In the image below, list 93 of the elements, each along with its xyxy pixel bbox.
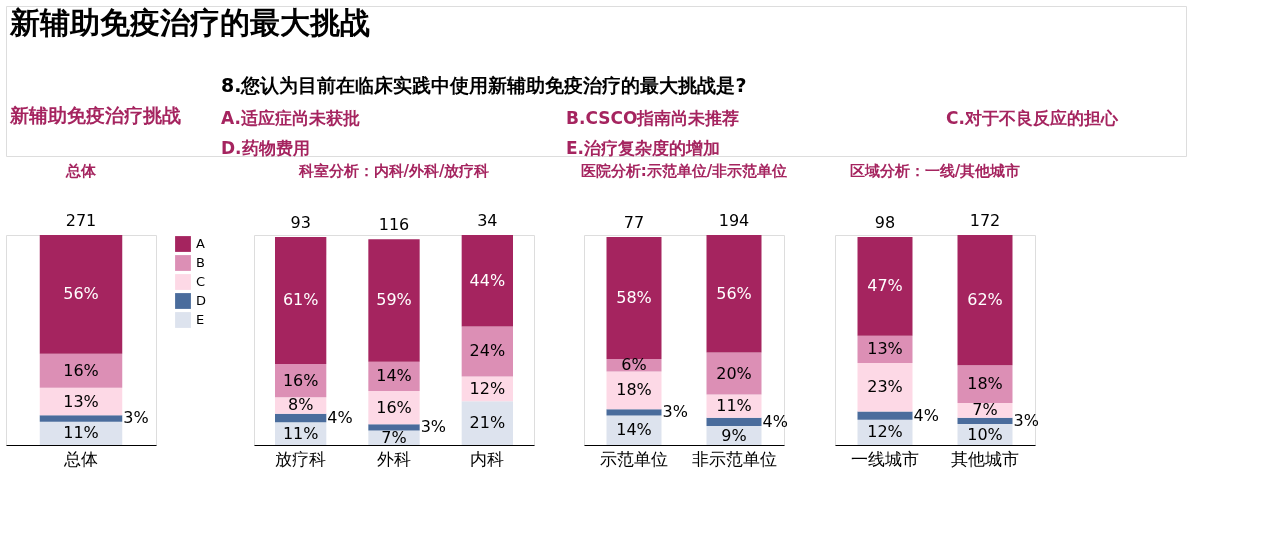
- bar: [606, 409, 662, 416]
- x-tick-label: 示范单位: [600, 448, 668, 469]
- bar: [39, 235, 123, 354]
- text: 新辅助免疫治疗的最大挑战: [9, 5, 370, 40]
- legend-label: B: [196, 255, 205, 270]
- x-tick-label: 总体: [63, 448, 98, 469]
- bar: [461, 326, 513, 377]
- chart-title: 区域分析：一线/其他城市: [849, 162, 1021, 180]
- data-label: 20%: [716, 363, 752, 383]
- data-label: 3%: [1013, 410, 1039, 430]
- data-label: 12%: [867, 422, 903, 442]
- legend-label: C: [196, 274, 206, 289]
- data-label: 56%: [716, 283, 752, 303]
- data-label: 9%: [721, 425, 747, 445]
- data-label: 61%: [282, 290, 319, 310]
- data-label: 14%: [376, 366, 412, 386]
- data-label: 4%: [327, 407, 353, 427]
- data-label: 4%: [762, 411, 788, 431]
- legend-label: A: [196, 236, 205, 251]
- text: A.适应症尚未获批: [221, 108, 360, 128]
- text: 新辅助免疫治疗挑战: [9, 104, 181, 126]
- data-label: 11%: [716, 396, 752, 416]
- text: C.对于不良反应的担心: [946, 108, 1119, 128]
- x-tick-label: 放疗科: [275, 448, 327, 469]
- text: 98: [874, 213, 896, 233]
- data-label: 47%: [867, 276, 903, 296]
- bar: [606, 237, 662, 359]
- text: 93: [290, 213, 311, 233]
- x-tick-label: 非示范单位: [691, 448, 777, 469]
- data-label: 16%: [376, 397, 412, 417]
- text: 194: [718, 211, 750, 230]
- data-label: 7%: [381, 427, 407, 447]
- bar: [957, 365, 1013, 403]
- data-label: 56%: [63, 284, 99, 304]
- text: D.药物费用: [221, 138, 310, 158]
- bar: [368, 239, 420, 362]
- data-label: 59%: [376, 290, 412, 310]
- chart-title: 科室分析：内科/外科/放疗科: [297, 162, 490, 180]
- text: 116: [378, 215, 410, 235]
- data-label: 62%: [967, 290, 1003, 310]
- chart-title: 医院分析:示范单位/非示范单位: [580, 162, 788, 180]
- text: 172: [969, 211, 1001, 230]
- bar: [461, 401, 513, 445]
- bar: [957, 417, 1013, 424]
- data-label: 16%: [282, 370, 319, 390]
- data-label: 11%: [282, 423, 319, 443]
- bar: [461, 235, 513, 327]
- legend-label: D: [196, 293, 207, 308]
- data-label: 3%: [420, 417, 447, 437]
- data-label: 18%: [616, 380, 652, 400]
- text: B.CSCO指南尚未推荐: [566, 108, 740, 128]
- data-label: 24%: [469, 341, 506, 361]
- data-label: 11%: [63, 423, 99, 443]
- x-tick-label: 一线城市: [851, 448, 919, 469]
- data-label: 8%: [287, 395, 314, 415]
- data-label: 14%: [616, 420, 652, 440]
- bar: [39, 353, 123, 388]
- data-label: 7%: [972, 400, 998, 420]
- text: 271: [65, 211, 97, 230]
- data-label: 10%: [967, 424, 1003, 444]
- data-label: 4%: [913, 405, 939, 425]
- text: 77: [623, 213, 645, 233]
- data-label: 16%: [63, 360, 99, 380]
- data-label: 13%: [867, 339, 903, 359]
- bar: [39, 415, 123, 422]
- bar: [857, 411, 913, 420]
- bar: [706, 352, 762, 395]
- data-label: 12%: [469, 378, 506, 398]
- data-label: 23%: [867, 377, 903, 397]
- data-label: 18%: [967, 374, 1003, 394]
- data-label: 58%: [616, 288, 652, 307]
- x-tick-label: 外科: [377, 448, 411, 469]
- data-label: 3%: [662, 402, 688, 422]
- data-label: 13%: [63, 391, 99, 411]
- data-label: 44%: [469, 270, 506, 290]
- bar: [706, 417, 762, 427]
- bar: [275, 413, 327, 423]
- data-label: 3%: [123, 408, 149, 428]
- bar: [857, 363, 913, 412]
- bar: [706, 235, 762, 353]
- bar: [857, 237, 913, 336]
- bar: [275, 237, 327, 364]
- text: 34: [477, 211, 498, 230]
- chart-title: 总体: [65, 162, 97, 180]
- bar: [368, 424, 420, 431]
- x-tick-label: 内科: [470, 448, 505, 469]
- text: 8.您认为目前在临床实践中使用新辅助免疫治疗的最大挑战是?: [221, 74, 747, 96]
- data-label: 21%: [469, 413, 506, 433]
- bar: [957, 235, 1013, 366]
- x-tick-label: 其他城市: [951, 448, 1019, 469]
- data-label: 6%: [621, 355, 647, 375]
- text: E.治疗复杂度的增加: [566, 138, 721, 158]
- legend-label: E: [196, 312, 205, 327]
